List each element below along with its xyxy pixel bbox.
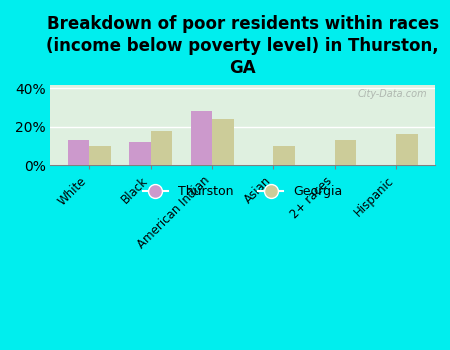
Bar — [191, 111, 212, 165]
Legend: Thurston, Georgia: Thurston, Georgia — [138, 180, 347, 203]
Bar — [68, 140, 90, 165]
Bar — [151, 131, 172, 165]
Title: Breakdown of poor residents within races
(income below poverty level) in Thursto: Breakdown of poor residents within races… — [46, 15, 439, 77]
Bar — [212, 119, 234, 165]
Bar — [335, 140, 356, 165]
Text: City-Data.com: City-Data.com — [358, 89, 427, 99]
Bar — [274, 146, 295, 165]
Bar — [396, 134, 418, 165]
Bar — [129, 142, 151, 165]
Bar — [90, 146, 111, 165]
